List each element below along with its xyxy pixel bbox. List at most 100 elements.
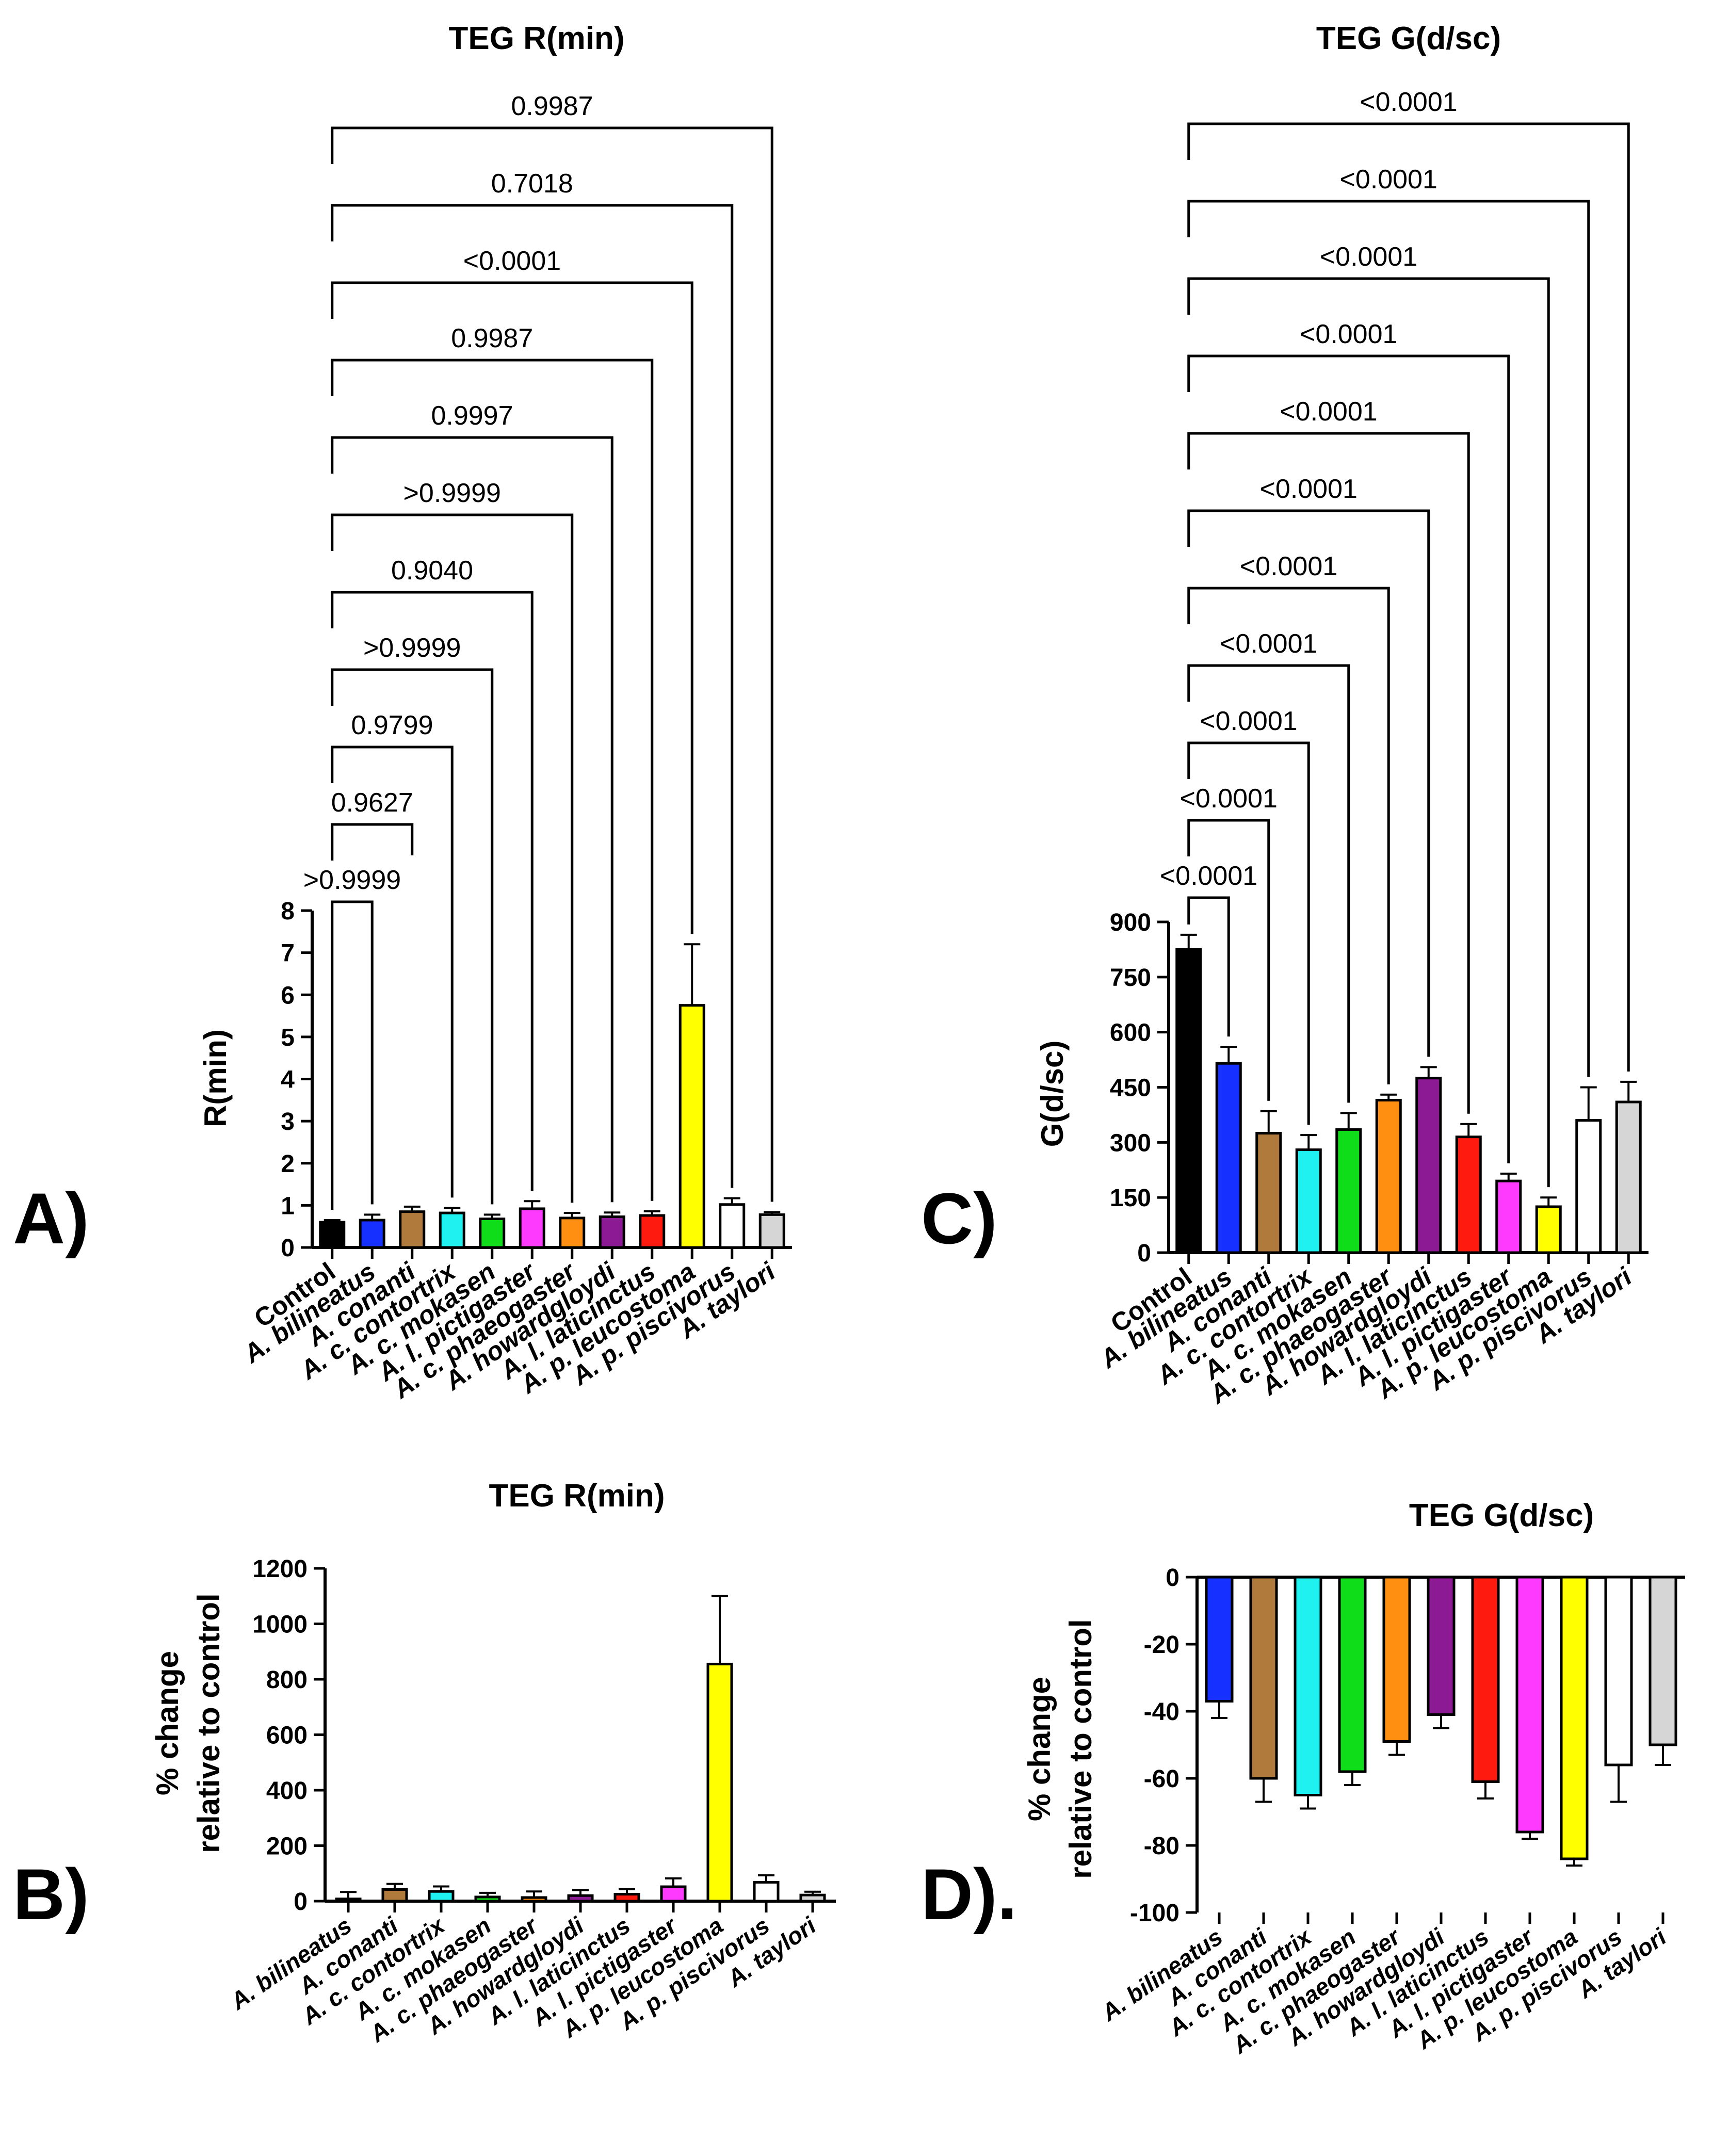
panel-d-chart: TEG G(d/sc) -100 -80 -60 -40 -20 0 % change rela… (1022, 1498, 1685, 2059)
panel-a-bracket-a-c-contortrix (331, 745, 454, 1198)
panel-c-p-value: <0.0001 (1260, 474, 1358, 504)
panel-c-title: TEG G(d/sc) (1316, 21, 1501, 56)
panel-d-bar-a-p-piscivorus (1604, 1576, 1633, 1766)
panel-c-y-tick-label: 150 (1110, 1185, 1151, 1212)
panel-c-y-tick-label: 900 (1110, 909, 1151, 936)
panel-c-p-value: <0.0001 (1240, 552, 1337, 581)
panel-b-y-axis-label: % change (150, 1651, 185, 1795)
panel-d-bar-a-c-mokasen (1338, 1576, 1367, 1773)
panel-a-bracket-a-bilineatus (331, 900, 374, 1210)
panel-c-bracket-a-p-leucostoma (1187, 277, 1550, 1188)
panel-c-bar-a-c-contortrix (1295, 1148, 1322, 1254)
panel-a-p-value: >0.9999 (363, 633, 461, 663)
panel-a-y-tick-label: 0 (281, 1235, 295, 1262)
panel-c-p-value: <0.0001 (1200, 706, 1297, 736)
panel-c-bracket-a-p-piscivorus (1187, 200, 1590, 1077)
panel-a-bar-a-conanti (399, 1210, 426, 1249)
panel-b-y-tick-label: 600 (266, 1722, 308, 1749)
panel-a-y-tick-label: 1 (281, 1192, 295, 1220)
panel-a-bar-a-p-leucostoma (678, 1004, 705, 1249)
panel-c-y-axis-label: G(d/sc) (1035, 1041, 1070, 1147)
panel-a-bar-a-howardgloydi (599, 1215, 625, 1249)
panel-c-bar-a-taylori (1615, 1100, 1642, 1254)
panel-c-bracket-a-l-laticinctus (1187, 432, 1470, 1114)
panel-c-bracket-a-howardgloydi (1187, 509, 1430, 1057)
panel-c-p-value: <0.0001 (1160, 861, 1257, 891)
panel-c-bracket-a-c-mokasen (1187, 664, 1350, 1103)
panel-d-bar-a-bilineatus (1205, 1576, 1234, 1703)
panel-d-title: TEG G(d/sc) (1409, 1498, 1594, 1533)
panel-d-y-tick-label: 0 (1166, 1564, 1179, 1592)
panel-b-bar-a-bilineatus (335, 1898, 362, 1903)
panel-d-bar-a-c-contortrix (1294, 1576, 1322, 1796)
panel-c-bracket-a-conanti (1187, 819, 1270, 1101)
panel-a-title: TEG R(min) (449, 21, 625, 56)
panel-a-y-tick-label: 5 (281, 1024, 295, 1051)
panel-c-bar-a-p-leucostoma (1535, 1205, 1562, 1254)
panel-a-y-tick-label: 2 (281, 1150, 295, 1178)
panel-c-bar-a-l-pictigaster (1495, 1179, 1522, 1254)
panel-a-p-value: 0.9997 (431, 401, 513, 431)
panel-c-p-value: <0.0001 (1220, 629, 1317, 659)
panel-c-bracket-a-bilineatus (1187, 896, 1230, 1037)
panel-d-bar-a-c-phaeogaster (1382, 1576, 1411, 1743)
panel-d-bar-a-conanti (1249, 1576, 1278, 1780)
panel-c-bar-a-c-phaeogaster (1375, 1098, 1402, 1254)
panel-b-bar-a-l-pictigaster (660, 1885, 687, 1903)
panel-a-y-tick-label: 6 (281, 982, 295, 1009)
panel-a-p-value: >0.9999 (403, 478, 501, 508)
panel-c-p-value: <0.0001 (1180, 784, 1278, 814)
panel-b-y-tick-label: 800 (266, 1666, 308, 1694)
panel-b-bar-a-l-laticinctus (613, 1893, 640, 1903)
panel-a-bracket-a-howardgloydi (331, 436, 613, 1203)
panel-c-p-value: <0.0001 (1300, 319, 1397, 349)
panel-a-bar-a-c-phaeogaster (559, 1217, 586, 1249)
panel-a-bar-a-l-pictigaster (519, 1207, 545, 1249)
panel-c-bracket-a-taylori (1187, 122, 1630, 1072)
panel-d-y-axis-label: % change (1022, 1677, 1057, 1821)
panel-d-bar-a-p-leucostoma (1560, 1576, 1589, 1860)
panel-b-bar-a-howardgloydi (567, 1894, 594, 1903)
panel-b-y-tick-label: 0 (294, 1888, 308, 1916)
panel-a-bar-control (319, 1221, 346, 1249)
panel-a-bracket-a-l-pictigaster (331, 591, 534, 1191)
panel-d-bar-a-howardgloydi (1427, 1576, 1456, 1716)
panel-a-bar-a-l-laticinctus (639, 1214, 666, 1249)
panel-c-p-value: <0.0001 (1280, 397, 1377, 427)
panel-c-bracket-a-c-contortrix (1187, 741, 1310, 1125)
panel-a-bracket-a-p-leucostoma (331, 281, 693, 934)
panel-b-bar-a-c-mokasen (474, 1895, 501, 1903)
panel-c-bar-a-l-laticinctus (1455, 1136, 1482, 1254)
panel-c-bar-a-conanti (1255, 1132, 1282, 1254)
panel-c-bracket-a-c-phaeogaster (1187, 587, 1390, 1084)
panel-b-bar-a-p-piscivorus (753, 1881, 780, 1903)
panel-b-y-tick-label: 400 (266, 1777, 308, 1805)
panel-a-y-tick-label: 7 (281, 940, 295, 967)
panel-b-chart: TEG R(min) 0 200 400 600 800 1000 1200 % change r… (150, 1478, 836, 2048)
panel-d-bar-a-l-pictigaster (1515, 1576, 1544, 1834)
panel-a-y-axis-label: R(min) (198, 1029, 233, 1127)
panel-c-bar-a-howardgloydi (1415, 1077, 1442, 1254)
panel-b-y-axis-label: relative to control (191, 1593, 226, 1853)
panel-a-y-tick-label: 4 (281, 1066, 295, 1094)
panel-c-y-tick-label: 450 (1110, 1075, 1151, 1102)
panel-b-bar-a-taylori (799, 1893, 826, 1903)
panel-c-y-tick-label: 600 (1110, 1019, 1151, 1047)
panel-a-p-value: 0.9040 (391, 556, 473, 586)
panel-a-p-value: 0.7018 (491, 169, 573, 199)
panel-b-bar-a-c-contortrix (428, 1890, 455, 1903)
panel-a-bracket-a-l-laticinctus (331, 359, 654, 1201)
panel-d-y-tick-label: -20 (1144, 1631, 1179, 1659)
panel-c-bar-control (1175, 948, 1202, 1254)
panel-d-bar-a-l-laticinctus (1471, 1576, 1500, 1783)
panel-b-y-tick-label: 1000 (252, 1611, 308, 1639)
panel-d-y-tick-label: -40 (1144, 1698, 1179, 1726)
panel-a-p-value: 0.9987 (511, 91, 593, 121)
panel-c-bar-a-bilineatus (1215, 1062, 1242, 1254)
panel-a-p-value: 0.9987 (451, 323, 533, 353)
panel-a-y-tick-label: 8 (281, 898, 295, 925)
panel-letter-c: C) (921, 1178, 997, 1259)
